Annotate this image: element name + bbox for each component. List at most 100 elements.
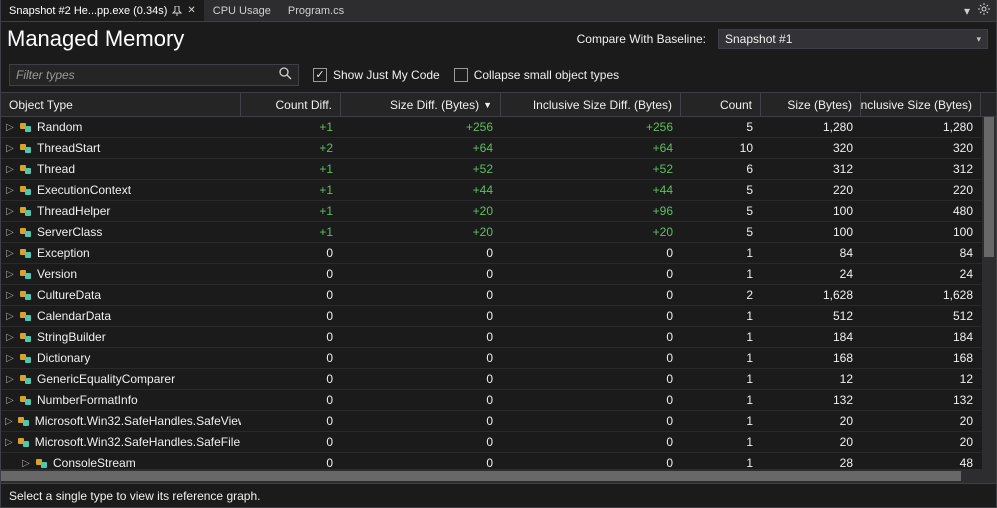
title-row: Managed Memory Compare With Baseline: Sn… <box>1 22 996 60</box>
cell-count-diff: +1 <box>241 204 341 218</box>
table-row[interactable]: ▷ CalendarData 0 0 0 1 512 512 <box>1 306 996 327</box>
cell-type: ▷ Random <box>1 120 241 134</box>
tree-caret-icon[interactable]: ▷ <box>5 185 15 196</box>
scrollbar-thumb[interactable] <box>984 117 994 257</box>
tree-caret-icon[interactable]: ▷ <box>5 374 15 385</box>
tree-caret-icon[interactable]: ▷ <box>5 206 15 217</box>
sort-desc-icon: ▼ <box>483 100 492 110</box>
cell-size-diff: +44 <box>341 183 501 197</box>
tree-caret-icon[interactable]: ▷ <box>5 227 15 238</box>
vertical-scrollbar[interactable] <box>982 117 996 469</box>
cell-count-diff: 0 <box>241 372 341 386</box>
tab-strip-tools: ▾ <box>958 0 996 21</box>
table-row[interactable]: ▷ ExecutionContext +1 +44 +44 5 220 220 <box>1 180 996 201</box>
baseline-select[interactable]: Snapshot #1 ▾ <box>718 29 988 49</box>
cell-type: ▷ CultureData <box>1 288 241 302</box>
cell-type: ▷ ThreadStart <box>1 141 241 155</box>
class-icon <box>19 288 33 302</box>
type-name: CultureData <box>37 288 101 302</box>
tree-caret-icon[interactable]: ▷ <box>5 122 15 133</box>
cell-size-diff: 0 <box>341 267 501 281</box>
table-row[interactable]: ▷ Microsoft.Win32.SafeHandles.SafeFileHa… <box>1 432 996 453</box>
chevron-down-icon[interactable]: ▾ <box>964 4 970 18</box>
class-icon <box>19 225 33 239</box>
table-row[interactable]: ▷ ThreadStart +2 +64 +64 10 320 320 <box>1 138 996 159</box>
tree-caret-icon[interactable]: ▷ <box>5 164 15 175</box>
tree-caret-icon[interactable]: ▷ <box>5 332 15 343</box>
cell-inc-size-diff: +96 <box>501 204 681 218</box>
cell-count: 5 <box>681 120 761 134</box>
close-icon[interactable]: ✕ <box>187 5 195 16</box>
tree-caret-icon[interactable]: ▷ <box>5 269 15 280</box>
table-row[interactable]: ▷ GenericEqualityComparer 0 0 0 1 12 12 <box>1 369 996 390</box>
tab-label: CPU Usage <box>213 5 271 17</box>
tab-label: Snapshot #2 He...pp.exe (0.34s) <box>9 5 167 17</box>
filter-box[interactable] <box>9 64 299 86</box>
cell-size-diff: +64 <box>341 141 501 155</box>
cell-inc-size: 312 <box>861 162 981 176</box>
table-row[interactable]: ▷ CultureData 0 0 0 2 1,628 1,628 <box>1 285 996 306</box>
type-name: Random <box>37 120 82 134</box>
table-row[interactable]: ▷ NumberFormatInfo 0 0 0 1 132 132 <box>1 390 996 411</box>
tree-caret-icon[interactable]: ▷ <box>5 290 15 301</box>
cell-count: 1 <box>681 330 761 344</box>
cell-inc-size: 20 <box>861 435 981 449</box>
cell-size-diff: +20 <box>341 225 501 239</box>
table-row[interactable]: ▷ ConsoleStream 0 0 0 1 28 48 <box>1 453 996 469</box>
col-inc-size[interactable]: Inclusive Size (Bytes) <box>861 93 981 116</box>
checkbox-just-my-code[interactable]: ✓ Show Just My Code <box>313 68 440 82</box>
tree-caret-icon[interactable]: ▷ <box>5 416 13 427</box>
type-name: Exception <box>37 246 90 260</box>
scrollbar-thumb[interactable] <box>1 471 961 481</box>
cell-inc-size: 12 <box>861 372 981 386</box>
table-row[interactable]: ▷ Version 0 0 0 1 24 24 <box>1 264 996 285</box>
tree-caret-icon[interactable]: ▷ <box>21 458 31 469</box>
tree-caret-icon[interactable]: ▷ <box>5 143 15 154</box>
cell-size: 1,628 <box>761 288 861 302</box>
checkbox-collapse-small[interactable]: Collapse small object types <box>454 68 619 82</box>
type-name: ExecutionContext <box>37 183 131 197</box>
filter-input[interactable] <box>16 68 279 82</box>
col-object-type[interactable]: Object Type <box>1 93 241 116</box>
cell-size-diff: +52 <box>341 162 501 176</box>
tab-snapshot[interactable]: Snapshot #2 He...pp.exe (0.34s) ✕ <box>1 0 205 21</box>
pin-icon[interactable] <box>172 6 182 16</box>
tab-cpu-usage[interactable]: CPU Usage <box>205 0 280 21</box>
horizontal-scrollbar[interactable] <box>1 469 996 483</box>
search-icon[interactable] <box>279 67 292 83</box>
class-icon <box>19 120 33 134</box>
table-row[interactable]: ▷ ThreadHelper +1 +20 +96 5 100 480 <box>1 201 996 222</box>
table-row[interactable]: ▷ Random +1 +256 +256 5 1,280 1,280 <box>1 117 996 138</box>
tree-caret-icon[interactable]: ▷ <box>5 395 15 406</box>
tree-caret-icon[interactable]: ▷ <box>5 437 13 448</box>
col-inc-size-diff[interactable]: Inclusive Size Diff. (Bytes) <box>501 93 681 116</box>
cell-count-diff: 0 <box>241 414 341 428</box>
col-size-diff[interactable]: Size Diff. (Bytes) ▼ <box>341 93 501 116</box>
table-row[interactable]: ▷ StringBuilder 0 0 0 1 184 184 <box>1 327 996 348</box>
tab-label: Program.cs <box>288 5 344 17</box>
col-count[interactable]: Count <box>681 93 761 116</box>
cell-count-diff: 0 <box>241 351 341 365</box>
gear-icon[interactable] <box>978 3 990 18</box>
table-row[interactable]: ▷ Dictionary 0 0 0 1 168 168 <box>1 348 996 369</box>
col-count-diff[interactable]: Count Diff. <box>241 93 341 116</box>
table-row[interactable]: ▷ Thread +1 +52 +52 6 312 312 <box>1 159 996 180</box>
cell-count-diff: +2 <box>241 141 341 155</box>
cell-size: 28 <box>761 456 861 469</box>
table-row[interactable]: ▷ Exception 0 0 0 1 84 84 <box>1 243 996 264</box>
tree-caret-icon[interactable]: ▷ <box>5 311 15 322</box>
cell-type: ▷ Version <box>1 267 241 281</box>
cell-size: 220 <box>761 183 861 197</box>
col-size[interactable]: Size (Bytes) <box>761 93 861 116</box>
type-name: ServerClass <box>37 225 102 239</box>
cell-count-diff: 0 <box>241 288 341 302</box>
cell-inc-size: 480 <box>861 204 981 218</box>
cell-count: 1 <box>681 435 761 449</box>
table-row[interactable]: ▷ ServerClass +1 +20 +20 5 100 100 <box>1 222 996 243</box>
tab-program-cs[interactable]: Program.cs <box>280 0 353 21</box>
tree-caret-icon[interactable]: ▷ <box>5 353 15 364</box>
class-icon <box>19 267 33 281</box>
baseline-label: Compare With Baseline: <box>577 32 706 46</box>
tree-caret-icon[interactable]: ▷ <box>5 248 15 259</box>
table-row[interactable]: ▷ Microsoft.Win32.SafeHandles.SafeViewOf… <box>1 411 996 432</box>
